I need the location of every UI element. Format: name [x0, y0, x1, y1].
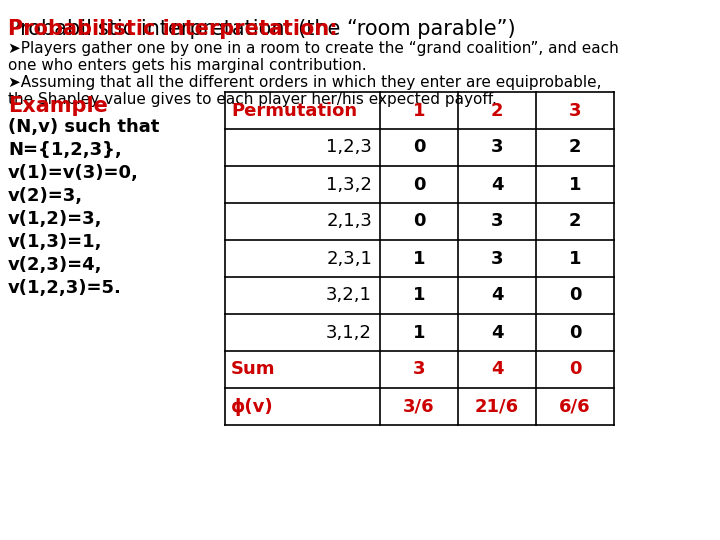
- Text: 1,3,2: 1,3,2: [326, 176, 372, 193]
- Text: 2,1,3: 2,1,3: [326, 213, 372, 231]
- Text: 0: 0: [413, 176, 426, 193]
- Text: v(1,3)=1,: v(1,3)=1,: [8, 233, 102, 251]
- Text: v(2)=3,: v(2)=3,: [8, 187, 83, 205]
- Text: 1: 1: [569, 176, 581, 193]
- Text: Probabilistic interpretation:: Probabilistic interpretation:: [8, 19, 338, 39]
- Text: 3: 3: [413, 361, 426, 379]
- Text: 4: 4: [491, 361, 503, 379]
- Text: Probabilistic interpretation: (the “room parable”): Probabilistic interpretation: (the “room…: [8, 19, 516, 39]
- Text: ϕ(v): ϕ(v): [231, 397, 274, 415]
- Text: 21/6: 21/6: [475, 397, 519, 415]
- Text: 2,3,1: 2,3,1: [326, 249, 372, 267]
- Text: 3: 3: [491, 213, 503, 231]
- Text: ➤Assuming that all the different orders in which they enter are equiprobable,: ➤Assuming that all the different orders …: [8, 75, 601, 90]
- Text: 4: 4: [491, 176, 503, 193]
- Text: 2: 2: [491, 102, 503, 119]
- Text: 1: 1: [413, 287, 426, 305]
- Text: 3,2,1: 3,2,1: [326, 287, 372, 305]
- Text: 3: 3: [569, 102, 581, 119]
- Text: the Shapley value gives to each player her/his expected payoff.: the Shapley value gives to each player h…: [8, 92, 497, 107]
- Text: 0: 0: [413, 138, 426, 157]
- Text: ➤Players gather one by one in a room to create the “grand coalition”, and each: ➤Players gather one by one in a room to …: [8, 41, 618, 56]
- Text: 1: 1: [413, 249, 426, 267]
- Text: 3/6: 3/6: [403, 397, 435, 415]
- Text: 2: 2: [569, 138, 581, 157]
- Text: 1: 1: [413, 102, 426, 119]
- Text: Sum: Sum: [231, 361, 276, 379]
- Text: N={1,2,3},: N={1,2,3},: [8, 141, 122, 159]
- Text: one who enters gets his marginal contribution.: one who enters gets his marginal contrib…: [8, 58, 366, 73]
- Text: 0: 0: [569, 287, 581, 305]
- Text: 4: 4: [491, 323, 503, 341]
- Text: v(1,2)=3,: v(1,2)=3,: [8, 210, 102, 228]
- Text: 3,1,2: 3,1,2: [326, 323, 372, 341]
- Text: 0: 0: [569, 323, 581, 341]
- Text: v(1)=v(3)=0,: v(1)=v(3)=0,: [8, 164, 139, 182]
- Text: 1: 1: [569, 249, 581, 267]
- Text: 1,2,3: 1,2,3: [326, 138, 372, 157]
- Text: 0: 0: [569, 361, 581, 379]
- Text: 3: 3: [491, 138, 503, 157]
- Text: 3: 3: [491, 249, 503, 267]
- Text: 6/6: 6/6: [559, 397, 591, 415]
- Text: 2: 2: [569, 213, 581, 231]
- Text: 0: 0: [413, 213, 426, 231]
- Text: (N,v) such that: (N,v) such that: [8, 118, 159, 136]
- Text: 1: 1: [413, 323, 426, 341]
- Text: Example: Example: [8, 96, 108, 116]
- Text: 4: 4: [491, 287, 503, 305]
- Text: Permutation: Permutation: [231, 102, 357, 119]
- Text: v(1,2,3)=5.: v(1,2,3)=5.: [8, 279, 122, 297]
- Text: v(2,3)=4,: v(2,3)=4,: [8, 256, 102, 274]
